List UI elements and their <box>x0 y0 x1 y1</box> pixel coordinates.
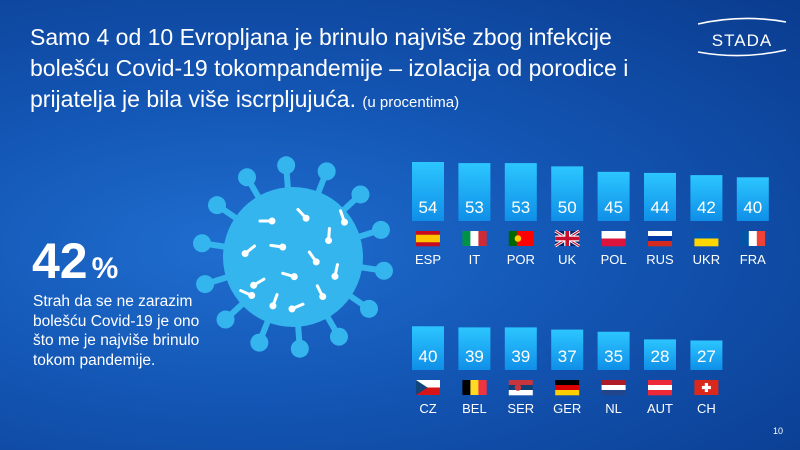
category-label-por: POR <box>507 252 535 267</box>
bar-aut <box>644 339 676 370</box>
serbia-flag <box>508 380 533 396</box>
bar-ukr <box>690 175 723 221</box>
page-number: 10 <box>773 426 784 436</box>
bar-it <box>458 163 491 221</box>
uk-flag <box>554 229 580 248</box>
bar-cz <box>412 326 444 370</box>
category-label-bel: BEL <box>462 401 487 416</box>
italy-flag <box>462 231 487 246</box>
virus-icon <box>193 156 393 358</box>
data-label-it: 53 <box>465 198 484 217</box>
bar-uk <box>551 166 584 221</box>
data-label-ger: 37 <box>558 347 577 366</box>
bar-fra <box>736 177 769 221</box>
data-label-bel: 39 <box>465 347 484 366</box>
data-label-nl: 35 <box>604 347 623 366</box>
data-label-rus: 44 <box>651 198 670 217</box>
data-label-ser: 39 <box>511 347 530 366</box>
data-label-pol: 45 <box>604 198 623 217</box>
logo-swoosh-icon <box>697 17 787 57</box>
highlight-percentage: 42% <box>32 236 118 294</box>
logo-text: STADA <box>711 31 773 50</box>
title-text: Samo 4 od 10 Evropljana je brinulo najvi… <box>30 24 629 112</box>
austria-flag <box>648 380 672 396</box>
data-label-cz: 40 <box>419 347 438 366</box>
data-label-fra: 40 <box>743 198 762 217</box>
data-label-ukr: 42 <box>697 198 716 217</box>
bar-bel <box>458 327 491 370</box>
category-label-rus: RUS <box>646 252 674 267</box>
highlight-unit: % <box>91 252 119 285</box>
data-label-uk: 50 <box>558 198 577 217</box>
bar-esp <box>412 162 444 221</box>
category-label-cz: CZ <box>419 401 436 416</box>
bar-por <box>504 163 537 221</box>
portugal-flag <box>508 231 534 246</box>
category-label-ger: GER <box>553 401 581 416</box>
category-label-aut: AUT <box>647 401 673 416</box>
bar-row-2: 40 CZ 39 BEL 39 SER 37 GER 35 NL 28 AUT 27 CH <box>412 326 723 416</box>
czech-flag <box>416 380 440 395</box>
bar-rus <box>644 172 676 221</box>
stada-logo: STADA <box>694 14 790 60</box>
bar-ger <box>551 329 584 370</box>
highlight-description: Strah da se ne zarazim bolešću Covid-19 … <box>33 293 200 369</box>
highlight-value: 42 <box>32 233 88 289</box>
category-label-ukr: UKR <box>693 252 720 267</box>
category-label-pol: POL <box>601 252 627 267</box>
category-label-esp: ESP <box>415 252 441 267</box>
data-label-ch: 27 <box>697 347 716 366</box>
data-label-esp: 54 <box>419 198 438 217</box>
bar-ch <box>690 340 723 370</box>
netherlands-flag <box>601 380 626 396</box>
germany-flag <box>555 380 580 396</box>
category-label-ser: SER <box>507 401 534 416</box>
data-label-por: 53 <box>511 198 530 217</box>
virus-spots <box>239 207 348 313</box>
bar-row-1: 54 ESP 53 IT 53 POR 50 UK 45 POL 44 RUS 42 UKR 40 FRA <box>412 162 769 267</box>
poland-flag <box>601 231 626 247</box>
belgium-flag <box>462 380 487 395</box>
category-label-it: IT <box>469 252 481 267</box>
virus-body <box>193 156 393 358</box>
switzerland-flag <box>694 380 719 395</box>
bar-ser <box>504 327 537 370</box>
spain-flag <box>416 231 440 247</box>
title-unit: (u procentima) <box>362 94 460 111</box>
category-label-ch: CH <box>697 401 716 416</box>
france-flag <box>740 231 766 246</box>
data-label-aut: 28 <box>651 347 670 366</box>
category-label-uk: UK <box>558 252 576 267</box>
chart-title: Samo 4 od 10 Evropljana je brinulo najvi… <box>30 22 690 118</box>
russia-flag <box>648 231 672 247</box>
bar-pol <box>597 171 630 221</box>
category-label-nl: NL <box>605 401 622 416</box>
ukraine-flag <box>694 231 719 247</box>
category-label-fra: FRA <box>740 252 766 267</box>
bar-nl <box>597 331 630 370</box>
